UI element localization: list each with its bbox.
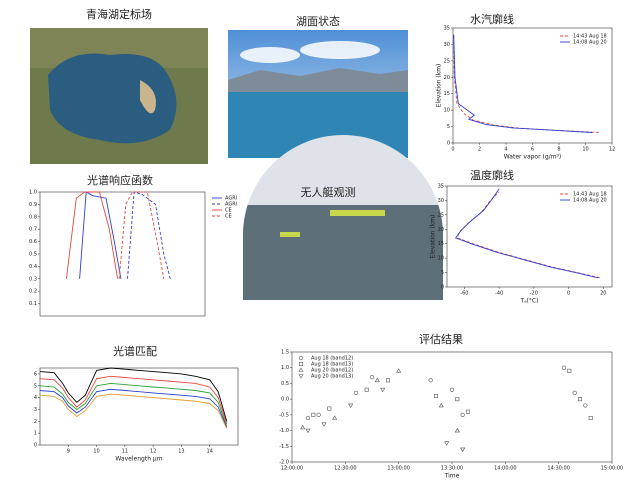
y-tick-label: 35	[444, 26, 450, 32]
boat-photo	[243, 135, 443, 300]
y-tick-label: 0.5	[281, 381, 289, 387]
y-tick-label: -0.5	[279, 412, 289, 418]
y-tick-label: 2	[34, 419, 37, 425]
x-tick-label: 11	[122, 449, 128, 455]
y-tick-label: 0.7	[29, 227, 37, 233]
x-tick-label: 10	[93, 449, 99, 455]
panel-title: 无人艇观测	[301, 185, 356, 199]
chart-title: 光谱响应函数	[87, 173, 153, 187]
x-tick-label: -60	[460, 291, 468, 297]
y-axis-label: Elevation (km)	[430, 215, 437, 259]
y-tick-label: 35	[438, 184, 444, 190]
x-tick-label: 0	[451, 147, 454, 153]
chart-title: 水汽廓线	[470, 12, 514, 26]
x-axis-label: Water vapor (g/m³)	[504, 154, 562, 161]
y-tick-label: 5	[34, 383, 37, 389]
y-axis-label: Elevation (km)	[436, 64, 443, 108]
x-tick-label: 12	[609, 147, 615, 153]
chart-title: 光谱匹配	[113, 344, 157, 358]
chart-title: 温度廓线	[470, 168, 514, 182]
legend-label: CE	[225, 214, 232, 220]
y-tick-label: 0.6	[29, 239, 37, 245]
plot-frame	[40, 192, 205, 316]
chart-title: 评估结果	[419, 333, 463, 346]
x-axis-label: Time	[444, 473, 460, 480]
x-tick-label: 10	[582, 147, 588, 153]
x-tick-label: 12	[150, 449, 156, 455]
y-tick-label: 20	[438, 227, 444, 233]
y-tick-label: 30	[444, 42, 450, 48]
y-tick-label: 6	[34, 371, 37, 377]
x-tick-label: 12:00:00	[281, 466, 303, 472]
y-tick-label: 5	[441, 270, 444, 276]
figure: 青海湖定标场 湖面状态 光谱响应函数 0.1 0.2 0.3 0.4 0.5 0.6 0.7 0…	[0, 0, 629, 486]
y-tick-label: -1.0	[279, 428, 289, 434]
y-tick-label: 10	[444, 108, 450, 114]
chart: 水汽廓线 0 2 4 6 8 10 12 0 5 10 15 20 25 30 35 Water vapor (…	[436, 12, 616, 161]
satellite-image	[30, 28, 208, 164]
x-tick-label: 13:30:00	[441, 466, 463, 472]
x-axis-label: Tₐ(°C)	[520, 298, 539, 305]
x-tick-label: 20	[600, 291, 606, 297]
x-tick-label: 13	[178, 449, 184, 455]
y-tick-label: 0.2	[29, 289, 37, 295]
y-tick-label: 1.0	[29, 190, 37, 196]
x-tick-label: 4	[504, 147, 507, 153]
chart: 评估结果 12:00:00 12:30:00 13:00:00 13:30:00 14:0…	[279, 333, 623, 480]
y-tick-label: 0.3	[29, 276, 37, 282]
y-tick-label: 0.8	[29, 214, 37, 220]
x-tick-label: 14:30:00	[547, 466, 569, 472]
y-tick-label: 0	[34, 443, 37, 449]
x-tick-label: 13:00:00	[387, 466, 409, 472]
x-tick-label: 12:30:00	[334, 466, 356, 472]
y-tick-label: 1	[34, 431, 37, 437]
y-tick-label: -2.0	[279, 460, 289, 466]
y-tick-label: 0.5	[29, 252, 37, 258]
y-tick-label: 0.9	[29, 202, 37, 208]
y-tick-label: 1.0	[281, 365, 289, 371]
y-tick-label: 15	[444, 91, 450, 97]
panel-title: 湖面状态	[296, 14, 340, 28]
legend-label: 14:08 Aug 20	[573, 198, 607, 204]
x-tick-label: 6	[531, 147, 534, 153]
chart: 温度廓线 -60 -40 -20 0 20 0 5 10 15 20 25 30 35 Tₐ(°C) Elev…	[430, 168, 613, 305]
x-tick-label: 14:00:00	[494, 466, 516, 472]
y-tick-label: 0.4	[29, 264, 37, 270]
x-tick-label: 14	[207, 449, 213, 455]
y-tick-label: 10	[438, 256, 444, 262]
panel-title: 青海湖定标场	[86, 7, 152, 21]
x-tick-label: 9	[67, 449, 70, 455]
y-tick-label: 0.0	[281, 397, 289, 403]
y-tick-label: 0	[441, 285, 444, 291]
chart: 光谱响应函数0.10.20.30.40.50.60.70.80.91.0AGRI…	[29, 173, 237, 316]
x-tick-label: 2	[478, 147, 481, 153]
legend-label: 14:08 Aug 20	[573, 40, 607, 46]
y-tick-label: 5	[447, 124, 450, 130]
legend-label: Aug 20 (band13)	[311, 374, 353, 380]
y-tick-label: 25	[444, 58, 450, 64]
y-tick-label: 30	[438, 198, 444, 204]
y-tick-label: 20	[444, 75, 450, 81]
y-tick-label: 15	[438, 241, 444, 247]
y-tick-label: -1.5	[279, 444, 289, 450]
x-tick-label: -40	[495, 291, 503, 297]
x-tick-label: 15:00:00	[601, 466, 623, 472]
y-tick-label: 0	[447, 141, 450, 147]
x-tick-label: -20	[530, 291, 538, 297]
y-tick-label: 1.5	[281, 350, 289, 356]
y-tick-label: 4	[34, 395, 37, 401]
y-tick-label: 0.1	[29, 301, 37, 307]
x-tick-label: 8	[557, 147, 560, 153]
x-tick-label: 0	[567, 291, 570, 297]
y-tick-label: 25	[438, 212, 444, 218]
y-tick-label: 3	[34, 407, 37, 413]
x-axis-label: Wavelength μm	[115, 456, 162, 463]
